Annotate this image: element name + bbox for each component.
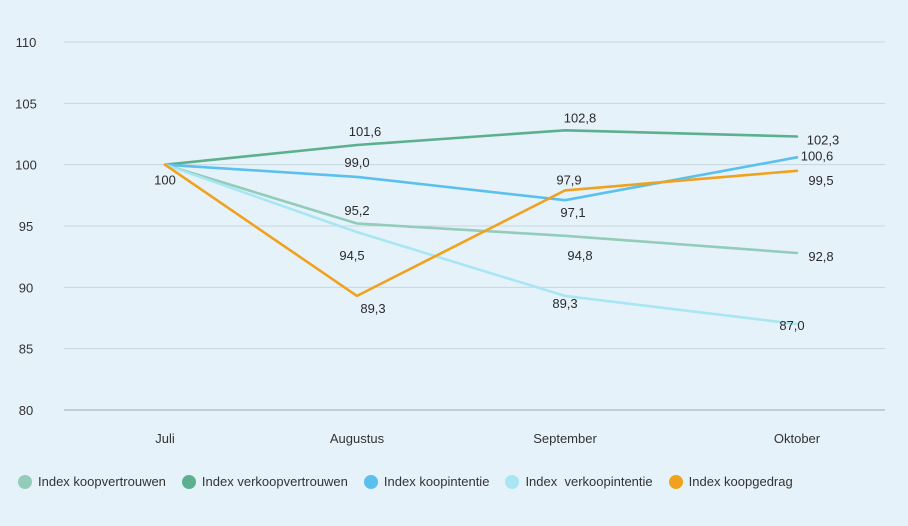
legend-marker bbox=[363, 474, 378, 489]
legend-label: Index verkoopvertrouwen bbox=[201, 474, 348, 489]
legend-item: Index koopintentie bbox=[363, 474, 490, 489]
legend-marker bbox=[505, 474, 520, 489]
x-tick-label: Juli bbox=[155, 431, 175, 446]
data-label: 87,0 bbox=[779, 318, 804, 333]
data-label: 97,1 bbox=[560, 205, 585, 220]
data-label: 102,3 bbox=[807, 132, 840, 147]
series-line-4 bbox=[163, 163, 799, 326]
legend-label: Index koopintentie bbox=[383, 474, 490, 489]
legend-item: Index koopvertrouwen bbox=[18, 474, 166, 489]
data-label: 99,5 bbox=[808, 173, 833, 188]
legend-item: Index koopgedrag bbox=[668, 474, 793, 489]
y-tick-label: 110 bbox=[16, 35, 37, 50]
data-label: 89,3 bbox=[552, 296, 577, 311]
legend-item: Index verkoopintentie bbox=[505, 474, 653, 489]
legend: Index koopvertrouwen Index verkoopvertrou… bbox=[18, 474, 809, 489]
data-label: 100,6 bbox=[801, 148, 834, 163]
y-tick-label: 105 bbox=[15, 96, 37, 111]
series-line-3 bbox=[163, 156, 799, 202]
legend-marker bbox=[18, 474, 32, 489]
data-label: 99,0 bbox=[344, 155, 369, 170]
x-axis-ticks: Juli Augustus September Oktober bbox=[155, 431, 821, 446]
y-tick-label: 100 bbox=[15, 158, 37, 173]
series-line-2 bbox=[163, 129, 799, 166]
gridlines bbox=[64, 41, 885, 411]
series-line-5 bbox=[163, 163, 799, 298]
y-tick-label: 90 bbox=[19, 280, 33, 295]
data-label: 102,8 bbox=[564, 110, 597, 125]
legend-marker bbox=[668, 474, 683, 489]
x-tick-label: September bbox=[533, 431, 597, 446]
x-tick-label: Oktober bbox=[774, 431, 821, 446]
data-label: 100 bbox=[154, 173, 176, 188]
data-label: 97,9 bbox=[556, 172, 581, 187]
line-chart: 80 85 90 95 100 105 110 Juli Augustus September O… bbox=[15, 35, 885, 446]
legend-item: Index verkoopvertrouwen bbox=[181, 474, 348, 489]
data-label: 95,2 bbox=[344, 203, 369, 218]
y-tick-label: 80 bbox=[19, 403, 33, 418]
data-label: 94,5 bbox=[339, 248, 364, 263]
data-label: 94,8 bbox=[567, 248, 592, 263]
y-tick-label: 85 bbox=[19, 342, 33, 357]
legend-label: Index verkoopintentie bbox=[525, 474, 653, 489]
y-axis-ticks: 80 85 90 95 100 105 110 bbox=[15, 35, 37, 418]
series-lines bbox=[163, 129, 799, 326]
data-labels: 95,2 94,8 92,8 101,6 102,8 102,3 99,0 97,1 100,6… bbox=[154, 110, 839, 333]
legend-marker bbox=[181, 474, 196, 489]
y-tick-label: 95 bbox=[19, 219, 33, 234]
legend-label: Index koopgedrag bbox=[688, 474, 793, 489]
legend-label: Index koopvertrouwen bbox=[38, 474, 166, 489]
data-label: 92,8 bbox=[808, 249, 833, 264]
data-label: 89,3 bbox=[360, 301, 385, 316]
data-label: 101,6 bbox=[349, 124, 382, 139]
series-line-1 bbox=[163, 163, 799, 255]
x-tick-label: Augustus bbox=[330, 431, 385, 446]
